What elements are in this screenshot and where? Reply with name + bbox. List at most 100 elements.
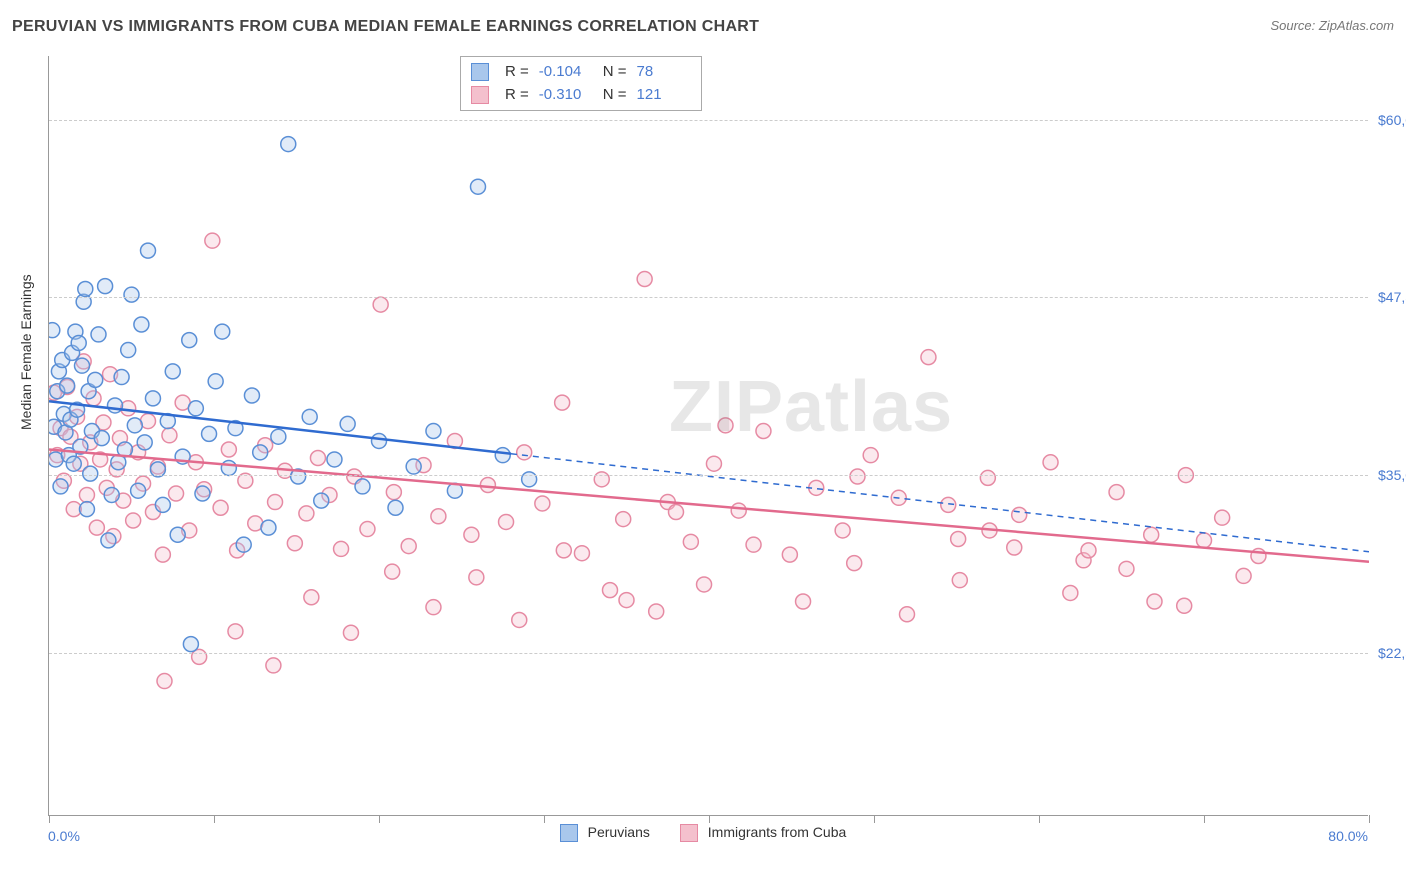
data-point [183,637,198,652]
data-point [253,445,268,460]
data-point [145,391,160,406]
data-point [360,522,375,537]
data-point [155,547,170,562]
chart-container: PERUVIAN VS IMMIGRANTS FROM CUBA MEDIAN … [0,0,1406,892]
data-point [215,324,230,339]
data-point [121,343,136,358]
data-point [236,537,251,552]
data-point [340,416,355,431]
r-value-2: -0.310 [539,84,593,107]
legend-label-1: Peruvians [588,824,650,840]
data-point [60,378,75,393]
data-point [426,600,441,615]
data-point [221,460,236,475]
data-point [718,418,733,433]
data-point [1144,527,1159,542]
data-point [480,478,495,493]
data-point [1147,594,1162,609]
data-point [53,479,68,494]
data-point [91,327,106,342]
data-point [1197,533,1212,548]
data-point [271,429,286,444]
data-point [385,564,400,579]
data-point [386,485,401,500]
data-point [746,537,761,552]
data-point [310,451,325,466]
data-point [431,509,446,524]
r-value-1: -0.104 [539,61,593,84]
legend-item-peruvians: Peruvians [560,824,650,842]
data-point [850,469,865,484]
data-point [355,479,370,494]
data-point [126,513,141,528]
gridline [49,297,1368,298]
x-tick [709,815,710,823]
legend-item-cuba: Immigrants from Cuba [680,824,846,842]
data-point [616,512,631,527]
data-point [281,137,296,152]
data-point [104,487,119,502]
data-point [71,335,86,350]
data-point [157,674,172,689]
data-point [863,448,878,463]
r-label: R = [505,61,529,84]
x-tick [1039,815,1040,823]
data-point [114,370,129,385]
n-value-2: 121 [637,84,691,107]
data-point [900,607,915,622]
data-point [594,472,609,487]
data-point [756,424,771,439]
x-tick [1369,815,1370,823]
data-point [1063,585,1078,600]
data-point [141,243,156,258]
data-point [205,233,220,248]
data-point [406,459,421,474]
data-point [121,401,136,416]
y-tick-label: $60,000 [1378,112,1406,128]
data-point [287,536,302,551]
data-point [1119,561,1134,576]
data-point [782,547,797,562]
data-point [471,179,486,194]
data-point [343,625,358,640]
data-point [89,520,104,535]
data-point [101,533,116,548]
data-point [464,527,479,542]
stats-legend-box: R = -0.104 N = 78 R = -0.310 N = 121 [460,56,702,111]
data-point [921,350,936,365]
data-point [835,523,850,538]
plot-area: ZIPatlas $22,500$35,000$47,500$60,000 [48,56,1368,816]
data-point [847,556,862,571]
data-point [683,534,698,549]
data-point [669,505,684,520]
chart-svg [49,56,1369,816]
y-tick-label: $35,000 [1378,467,1406,483]
title-bar: PERUVIAN VS IMMIGRANTS FROM CUBA MEDIAN … [12,18,1394,44]
data-point [706,456,721,471]
data-point [94,431,109,446]
data-point [495,448,510,463]
gridline [49,653,1368,654]
source-label: Source: ZipAtlas.com [1270,18,1394,33]
x-tick [379,815,380,823]
data-point [1109,485,1124,500]
data-point [603,583,618,598]
data-point [244,388,259,403]
stats-row-peruvians: R = -0.104 N = 78 [471,61,691,84]
data-point [170,527,185,542]
r-label-2: R = [505,84,529,107]
data-point [1081,543,1096,558]
gridline [49,120,1368,121]
data-point [649,604,664,619]
data-point [162,428,177,443]
data-point [124,287,139,302]
data-point [637,272,652,287]
data-point [1215,510,1230,525]
data-point [535,496,550,511]
n-label-2: N = [603,84,627,107]
data-point [127,418,142,433]
data-point [951,531,966,546]
data-point [697,577,712,592]
data-point [66,456,81,471]
data-point [108,398,123,413]
